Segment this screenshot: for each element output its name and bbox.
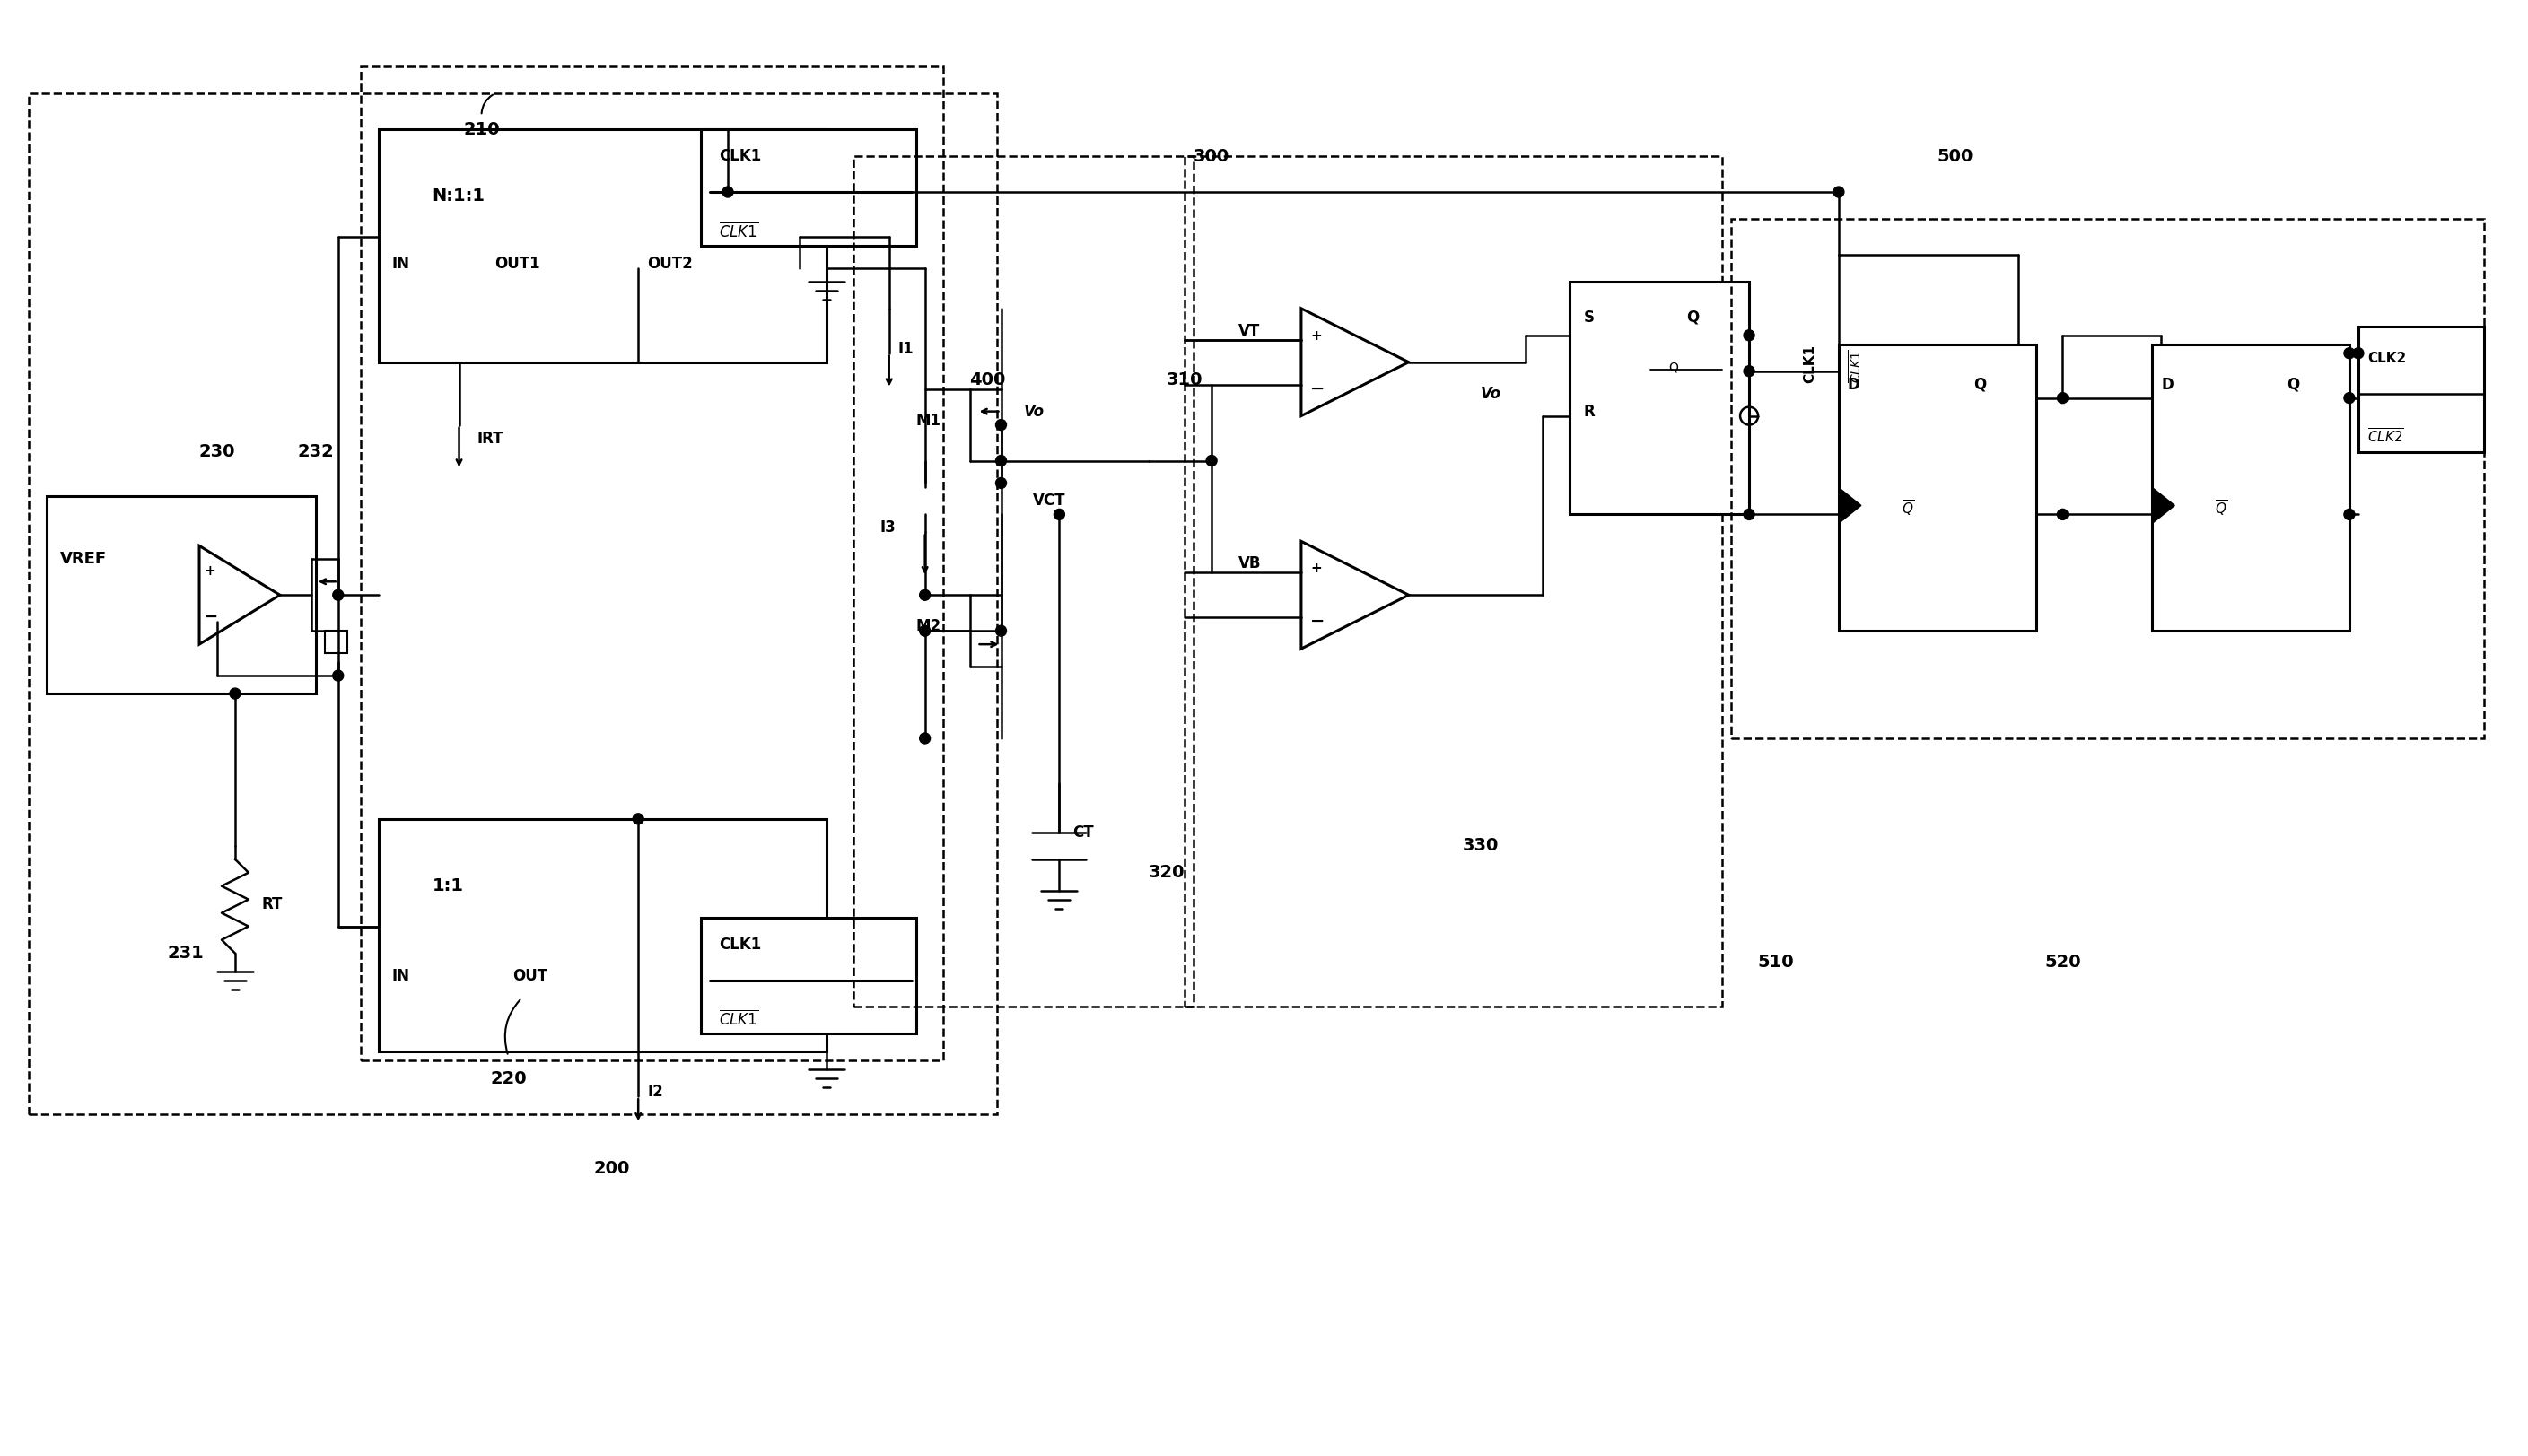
Text: I3: I3: [880, 520, 895, 536]
Circle shape: [1054, 510, 1064, 520]
Circle shape: [1744, 510, 1754, 520]
Circle shape: [1206, 456, 1216, 466]
FancyBboxPatch shape: [379, 130, 827, 363]
Text: M2: M2: [915, 619, 940, 635]
Polygon shape: [1838, 488, 1861, 523]
FancyBboxPatch shape: [2151, 344, 2349, 630]
Circle shape: [2058, 393, 2068, 403]
FancyBboxPatch shape: [324, 630, 346, 654]
Circle shape: [334, 590, 344, 600]
FancyBboxPatch shape: [48, 496, 316, 693]
Text: 300: 300: [1193, 147, 1229, 165]
Text: 200: 200: [594, 1159, 629, 1176]
Text: M1: M1: [915, 412, 940, 428]
Polygon shape: [2151, 488, 2174, 523]
Circle shape: [920, 590, 930, 600]
Text: IN: IN: [392, 256, 410, 272]
Text: OUT1: OUT1: [495, 256, 541, 272]
Text: I2: I2: [647, 1083, 662, 1101]
Circle shape: [2343, 510, 2354, 520]
FancyBboxPatch shape: [700, 130, 915, 246]
Circle shape: [230, 689, 240, 699]
Text: CLK1: CLK1: [718, 149, 761, 165]
Text: I1: I1: [897, 341, 913, 357]
Text: −: −: [205, 609, 217, 626]
Text: OUT2: OUT2: [647, 256, 693, 272]
Text: N:1:1: N:1:1: [432, 188, 485, 204]
Text: 330: 330: [1461, 837, 1499, 855]
FancyBboxPatch shape: [2359, 326, 2482, 451]
Text: CT: CT: [1072, 824, 1095, 840]
FancyBboxPatch shape: [1838, 344, 2035, 630]
Text: CLK1: CLK1: [1802, 344, 1815, 383]
Text: $\overline{CLK2}$: $\overline{CLK2}$: [2366, 428, 2404, 446]
Circle shape: [632, 814, 645, 824]
Text: Vo: Vo: [1481, 386, 1502, 402]
Circle shape: [920, 732, 930, 744]
Text: R: R: [1583, 403, 1595, 419]
Text: 320: 320: [1148, 863, 1186, 881]
Text: OUT: OUT: [513, 968, 549, 984]
Circle shape: [996, 626, 1006, 636]
Text: VREF: VREF: [61, 552, 106, 568]
Text: CLK2: CLK2: [2366, 351, 2407, 365]
Circle shape: [2058, 510, 2068, 520]
Text: 510: 510: [1757, 954, 1795, 971]
Text: 500: 500: [1936, 147, 1974, 165]
Circle shape: [334, 670, 344, 681]
Text: VB: VB: [1239, 556, 1261, 572]
Text: $\overline{CLK1}$: $\overline{CLK1}$: [718, 1009, 758, 1028]
Text: Q: Q: [1668, 361, 1679, 374]
Text: $\overline{CLK1}$: $\overline{CLK1}$: [718, 221, 758, 240]
Text: Q: Q: [1686, 309, 1699, 326]
FancyBboxPatch shape: [1570, 281, 1749, 514]
Text: +: +: [205, 565, 215, 578]
Text: VCT: VCT: [1031, 494, 1064, 510]
Text: Q: Q: [1972, 377, 1987, 393]
Text: IRT: IRT: [478, 430, 503, 447]
Text: Q: Q: [2288, 377, 2300, 393]
Text: 520: 520: [2045, 954, 2081, 971]
Text: IN: IN: [392, 968, 410, 984]
Circle shape: [996, 478, 1006, 488]
Text: 400: 400: [971, 371, 1006, 389]
Circle shape: [2343, 348, 2354, 358]
Text: 220: 220: [490, 1070, 526, 1088]
Text: 210: 210: [463, 121, 501, 138]
Text: −: −: [1310, 613, 1325, 630]
Circle shape: [2354, 348, 2364, 358]
Text: +: +: [1310, 562, 1322, 575]
Text: CLK1: CLK1: [718, 936, 761, 952]
Circle shape: [920, 626, 930, 636]
Circle shape: [996, 419, 1006, 430]
Text: D: D: [1848, 377, 1861, 393]
Text: Vo: Vo: [1024, 403, 1044, 419]
Text: $\overline{CLK1}$: $\overline{CLK1}$: [1848, 349, 1863, 383]
Text: 232: 232: [298, 443, 334, 460]
FancyBboxPatch shape: [700, 917, 915, 1034]
Text: $\overline{Q}$: $\overline{Q}$: [1901, 498, 1914, 518]
Circle shape: [996, 456, 1006, 466]
Text: S: S: [1583, 309, 1595, 326]
Text: 310: 310: [1165, 371, 1203, 389]
Circle shape: [1744, 331, 1754, 341]
Text: RT: RT: [263, 895, 283, 911]
Text: $\overline{Q}$: $\overline{Q}$: [2215, 498, 2227, 518]
Text: 1:1: 1:1: [432, 877, 463, 894]
Text: 230: 230: [200, 443, 235, 460]
Text: −: −: [1310, 380, 1325, 397]
Circle shape: [723, 186, 733, 198]
Text: VT: VT: [1239, 323, 1261, 339]
Text: +: +: [1310, 329, 1322, 342]
Text: D: D: [2161, 377, 2174, 393]
FancyBboxPatch shape: [379, 818, 827, 1051]
Circle shape: [1833, 186, 1843, 198]
Circle shape: [2343, 393, 2354, 403]
Text: 231: 231: [167, 945, 205, 962]
Circle shape: [1744, 365, 1754, 377]
